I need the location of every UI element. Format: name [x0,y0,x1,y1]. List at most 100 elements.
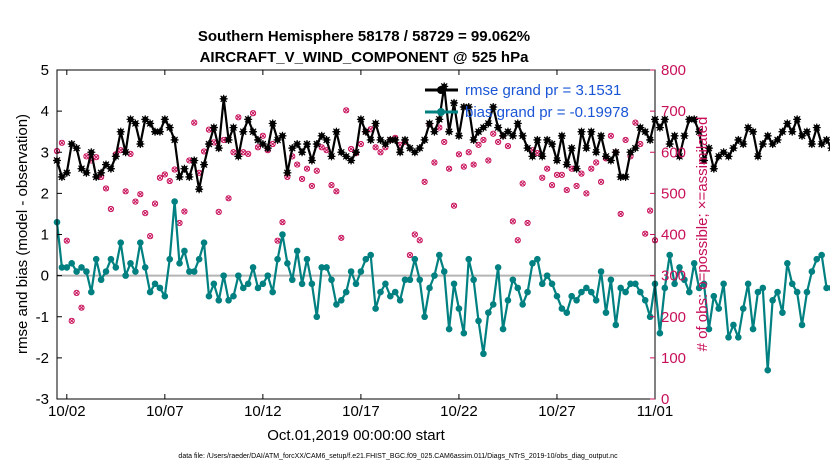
obs-possible-point [318,144,325,151]
bias-point [494,264,502,271]
rmse-point [758,140,767,149]
x-tick-label: 11/01 [637,403,673,420]
obs-possible-point [298,175,306,183]
obs-assimilated-point [186,157,192,164]
bias-point [313,313,321,321]
bias-point [411,255,419,263]
rmse-point [322,135,331,144]
rmse-point [253,135,262,144]
y-right-tick-label: 100 [661,350,686,367]
rmse-point [587,127,596,136]
rmse-point [538,152,547,161]
bias-point [377,288,384,296]
obs-assimilated-point [549,182,555,188]
obs-possible-point [161,171,168,178]
bias-point [239,284,247,292]
rmse-point [611,148,620,157]
x-tick-label: 10/02 [48,403,86,420]
rmse-point [136,140,145,149]
bias-point [460,329,468,337]
obs-possible-point [254,144,262,151]
bias-point [592,297,600,304]
obs-assimilated-point [583,190,589,196]
rmse-point [116,127,125,136]
obs-possible-point [578,170,585,177]
rmse-point [102,160,111,169]
rmse-point [381,140,390,149]
bias-point [553,292,561,300]
obs-assimilated-point [539,175,545,181]
obs-possible-point [406,251,414,259]
rmse-point [450,98,459,107]
bias-point [235,272,242,279]
rmse-point [317,131,326,140]
obs-assimilated-point [358,141,364,147]
obs-possible-point [539,174,546,181]
obs-assimilated-point [167,178,173,184]
obs-assimilated-point [544,166,550,172]
obs-possible-point [230,149,237,156]
obs-possible-point [259,132,266,139]
obs-assimilated-point [559,172,565,178]
obs-assimilated-point [137,191,143,197]
obs-assimilated-point [618,211,624,217]
bias-point [73,268,80,275]
obs-possible-point [573,182,580,190]
bias-point [788,280,796,288]
bias-point [617,284,624,292]
rmse-point [631,144,640,153]
obs-possible-point [347,145,355,153]
rmse-point [298,148,307,157]
rmse-point [606,156,615,165]
rmse-point [352,148,360,157]
rmse-point [528,152,537,161]
obs-possible-point [637,140,644,148]
legend-rmse-label: rmse grand pr = 3.1531 [465,82,621,99]
rmse-point [361,127,370,136]
bias-point [764,366,772,374]
rmse-point [655,123,664,132]
y-right-axis-ticks: 800 700 600 500 400 300 200 100 0 [650,62,686,408]
rmse-point [151,127,160,136]
bias-point [440,268,448,275]
obs-assimilated-point [181,208,187,215]
x-tick-label: 10/12 [244,403,282,420]
bias-point [176,259,183,267]
bias-point [328,276,335,284]
obs-assimilated-point [510,218,516,224]
rmse-point [675,152,684,161]
bias-point [808,268,816,275]
rmse-point [464,103,473,112]
bias-point [308,280,316,288]
y-left-tick-label: 4 [41,103,49,120]
obs-possible-point [58,139,66,146]
obs-possible-point [490,130,497,137]
bias-point [391,288,399,296]
obs-possible-point [534,149,541,157]
rmse-point [641,127,650,136]
obs-assimilated-point [83,153,89,159]
bias-point [249,264,257,271]
obs-possible-point [450,202,458,209]
obs-possible-point [646,207,654,214]
obs-possible-point [485,157,492,164]
obs-possible-point [308,182,315,190]
rmse-point [552,156,561,165]
bias-point [538,280,546,288]
obs-possible-point [504,142,512,150]
obs-assimilated-point [505,143,511,149]
bias-point [607,276,615,284]
rmse-point [219,94,228,103]
obs-possible-point [431,159,438,166]
rmse-point [327,152,336,161]
series-group [53,82,830,374]
rmse-point [567,144,576,153]
bias-point [749,325,757,333]
bias-point [279,231,286,238]
rmse-point [695,127,704,136]
rmse-point [146,119,155,128]
bias-point [421,313,428,321]
obs-possible-point [617,210,624,218]
bias-point [475,317,482,325]
rmse-point [87,148,96,157]
